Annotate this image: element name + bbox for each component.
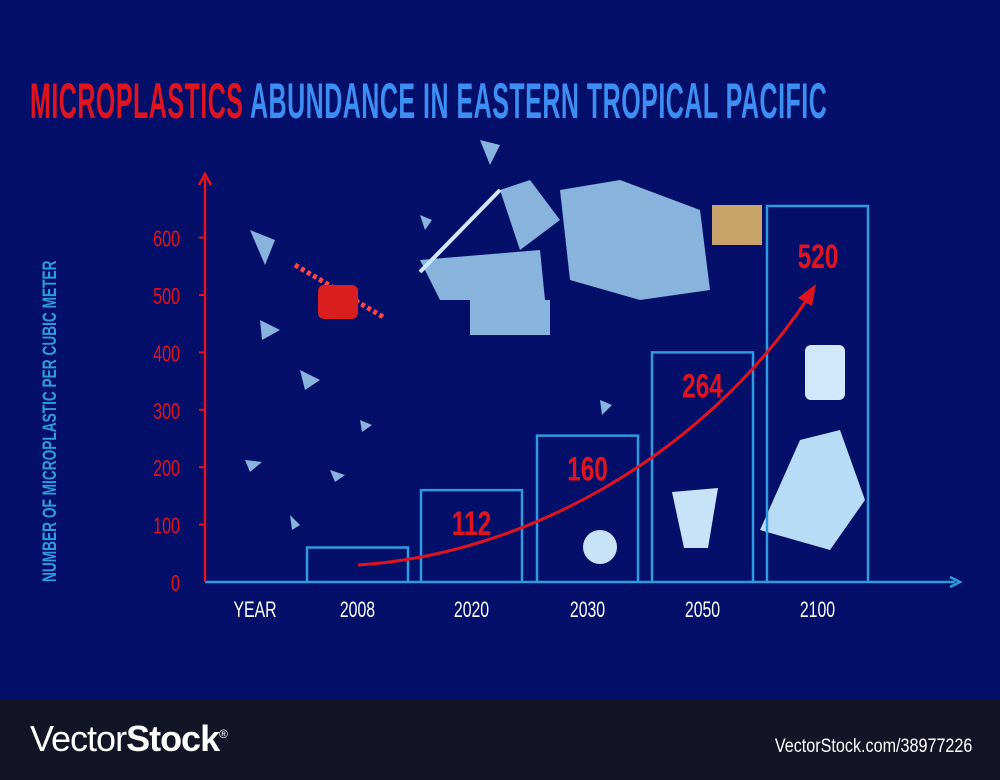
x-tick-label: 2050 [685, 599, 720, 623]
y-axis-label: NUMBER OF MICROPLASTIC PER CUBIC METER [40, 260, 61, 582]
data-label: 264 [682, 368, 723, 406]
x-tick-label: 2100 [800, 599, 835, 623]
y-tick-label: 100 [153, 514, 180, 539]
x-axis-arrowhead [949, 575, 963, 589]
vectorstock-logo: VectorStock® [30, 718, 228, 759]
plastic-fragment [290, 515, 300, 530]
y-tick-label: 600 [153, 227, 180, 252]
y-tick-label: 400 [153, 342, 180, 367]
cup-decoration [805, 345, 845, 400]
y-tick-label: 200 [153, 457, 180, 482]
cup-decoration [672, 488, 718, 548]
can-decoration [318, 285, 358, 319]
plastic-fragment [245, 460, 262, 472]
data-label: 520 [798, 238, 839, 276]
chart-title: MICROPLASTICS ABUNDANCE IN EASTERN TROPI… [30, 72, 980, 130]
bar-2100 [765, 204, 870, 582]
image-reference: VectorStock.com/38977226 [774, 736, 972, 757]
x-axis-label: YEAR [233, 599, 276, 623]
trend-arrow [357, 297, 810, 567]
x-tick-label: 2030 [570, 599, 605, 623]
plastic-fragment [260, 320, 280, 340]
plastic-fragment [330, 470, 345, 482]
bottle-decoration [760, 430, 865, 550]
plastic-fragment [420, 250, 545, 300]
data-label: 112 [452, 505, 491, 543]
straw-decoration [418, 188, 502, 274]
y-axis-arrowhead [197, 171, 213, 186]
plastic-fragment [470, 300, 550, 335]
plastic-fragments-decoration [245, 140, 865, 564]
plastic-fragment [420, 215, 432, 230]
plastic-fragment [600, 400, 612, 415]
data-label: 160 [567, 451, 608, 489]
plastic-fragment [560, 180, 710, 300]
bar-2020 [419, 488, 524, 582]
bar-2008 [305, 546, 410, 582]
title-red: MICROPLASTICS [30, 73, 244, 129]
x-tick-label: 2008 [340, 599, 375, 623]
plastic-fragment [480, 140, 500, 165]
bar-2030 [535, 434, 640, 582]
x-tick-label: 2020 [454, 599, 489, 623]
trend-arrowhead [798, 284, 816, 306]
footer: VectorStock® VectorStock.com/38977226 [0, 700, 1000, 780]
title-blue: ABUNDANCE IN EASTERN TROPICAL PACIFIC [249, 73, 828, 129]
plastic-fragment [500, 180, 560, 250]
box-decoration [712, 205, 762, 245]
lid-decoration [583, 530, 617, 564]
bar-2050 [650, 351, 755, 582]
plastic-fragment [360, 420, 372, 432]
plastic-fragment [300, 370, 320, 390]
y-tick-label: 0 [171, 571, 180, 596]
y-tick-label: 500 [153, 284, 180, 309]
y-tick-label: 300 [153, 399, 180, 424]
plastic-fragment [250, 230, 275, 265]
chart-area: 0 100 200 300 400 500 600 YEAR 2008 2020 112 2030 1… [153, 140, 963, 623]
